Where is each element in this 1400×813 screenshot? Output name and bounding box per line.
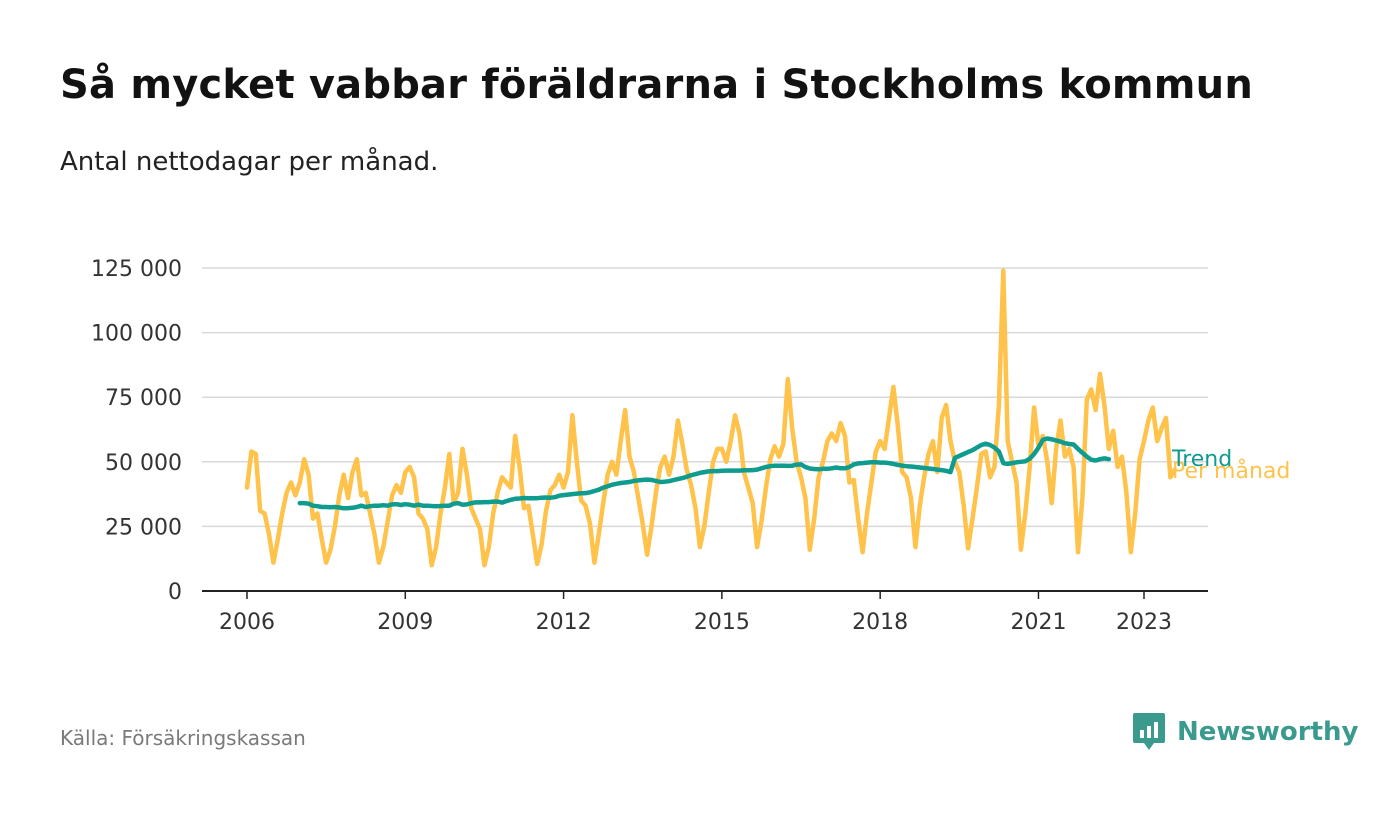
legend-label: Per månad bbox=[1172, 458, 1290, 484]
y-tick-label: 25 000 bbox=[105, 515, 182, 540]
y-tick-label: 125 000 bbox=[91, 257, 182, 282]
x-tick-label: 2006 bbox=[219, 610, 275, 635]
chart-subtitle: Antal nettodagar per månad. bbox=[60, 147, 439, 177]
x-tick-label: 2021 bbox=[1010, 610, 1066, 635]
y-tick-label: 75 000 bbox=[105, 386, 182, 411]
legend-label: Trend bbox=[1171, 447, 1232, 472]
brand-logo: Newsworthy bbox=[1133, 713, 1358, 751]
series-line-trend bbox=[297, 436, 1112, 511]
series-line-per-månad bbox=[244, 268, 1178, 568]
y-tick-label: 50 000 bbox=[105, 451, 182, 476]
source-note: Källa: Försäkringskassan bbox=[60, 726, 306, 750]
x-tick-label: 2015 bbox=[694, 610, 750, 635]
y-tick-label: 0 bbox=[168, 580, 182, 605]
brand-name: Newsworthy bbox=[1177, 717, 1359, 747]
series-lines bbox=[244, 268, 1178, 568]
x-tick-label: 2018 bbox=[852, 610, 908, 635]
x-tick-label: 2023 bbox=[1116, 610, 1172, 635]
y-axis-tick-labels: 0 25 000 50 000 75 000 100 000 125 000 bbox=[91, 257, 182, 605]
newsworthy-logo-icon bbox=[1133, 713, 1165, 750]
y-tick-label: 100 000 bbox=[91, 322, 182, 347]
chart-title: Så mycket vabbar föräldrarna i Stockholm… bbox=[60, 62, 1254, 108]
x-tick-label: 2012 bbox=[536, 610, 592, 635]
x-tick-label: 2009 bbox=[377, 610, 433, 635]
gridlines bbox=[202, 267, 1208, 528]
x-axis-tick-labels: 2006 2009 2012 2015 2018 2021 2023 bbox=[219, 591, 1172, 635]
